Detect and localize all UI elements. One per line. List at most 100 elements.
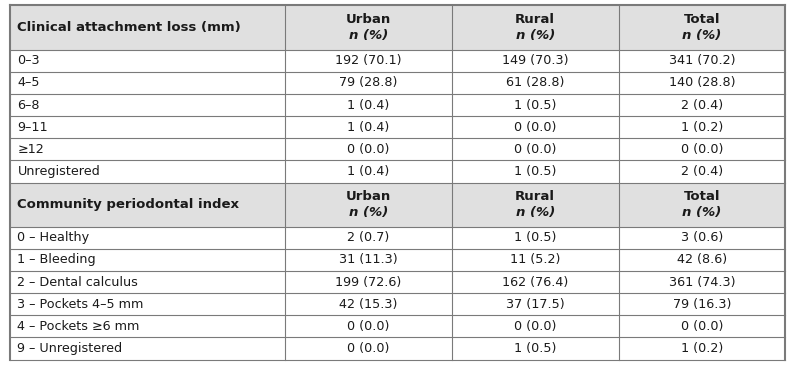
Bar [452, 271, 619, 293]
Bar [619, 337, 785, 360]
Text: 0 (0.0): 0 (0.0) [681, 320, 723, 333]
Bar [452, 337, 619, 360]
Bar [619, 94, 785, 116]
Text: 9 – Unregistered: 9 – Unregistered [17, 342, 122, 355]
Bar [285, 315, 452, 337]
Text: 192 (70.1): 192 (70.1) [335, 54, 401, 67]
Text: 140 (28.8): 140 (28.8) [669, 76, 735, 89]
Text: 0 (0.0): 0 (0.0) [514, 143, 556, 156]
Bar [285, 94, 452, 116]
Bar [452, 249, 619, 271]
Bar [285, 182, 452, 227]
Bar [10, 138, 285, 160]
Bar [285, 293, 452, 315]
Text: Urban: Urban [346, 13, 391, 26]
Text: n (%): n (%) [682, 29, 722, 42]
Text: 0 – Healthy: 0 – Healthy [17, 231, 90, 244]
Bar [10, 160, 285, 182]
Text: 2 – Dental calculus: 2 – Dental calculus [17, 276, 138, 289]
Text: 199 (72.6): 199 (72.6) [335, 276, 401, 289]
Bar [285, 138, 452, 160]
Bar [10, 72, 285, 94]
Bar [452, 94, 619, 116]
Bar [452, 182, 619, 227]
Bar [619, 50, 785, 72]
Bar [619, 271, 785, 293]
Bar [285, 227, 452, 249]
Text: Rural: Rural [515, 13, 555, 26]
Bar [452, 116, 619, 138]
Text: 0–3: 0–3 [17, 54, 40, 67]
Bar [452, 315, 619, 337]
Text: 162 (76.4): 162 (76.4) [502, 276, 568, 289]
Text: Urban: Urban [346, 190, 391, 203]
Bar [10, 50, 285, 72]
Text: 0 (0.0): 0 (0.0) [514, 320, 556, 333]
Bar [619, 138, 785, 160]
Text: 149 (70.3): 149 (70.3) [502, 54, 568, 67]
Text: Total: Total [684, 190, 720, 203]
Text: 3 (0.6): 3 (0.6) [681, 231, 723, 244]
Text: 361 (74.3): 361 (74.3) [669, 276, 735, 289]
Bar [10, 337, 285, 360]
Text: 1 (0.4): 1 (0.4) [347, 121, 390, 134]
Bar [285, 249, 452, 271]
Text: 1 (0.4): 1 (0.4) [347, 99, 390, 112]
Text: Community periodontal index: Community periodontal index [17, 198, 239, 211]
Bar [619, 249, 785, 271]
Text: 79 (28.8): 79 (28.8) [339, 76, 398, 89]
Bar [285, 72, 452, 94]
Text: 2 (0.4): 2 (0.4) [681, 165, 723, 178]
Text: 0 (0.0): 0 (0.0) [347, 342, 390, 355]
Text: 6–8: 6–8 [17, 99, 40, 112]
Text: 42 (15.3): 42 (15.3) [339, 298, 398, 311]
Text: Unregistered: Unregistered [17, 165, 100, 178]
Bar [619, 160, 785, 182]
Bar [619, 293, 785, 315]
Bar [10, 315, 285, 337]
Text: 1 (0.5): 1 (0.5) [514, 165, 556, 178]
Text: 0 (0.0): 0 (0.0) [514, 121, 556, 134]
Bar [10, 249, 285, 271]
Text: 1 (0.5): 1 (0.5) [514, 99, 556, 112]
Bar [619, 315, 785, 337]
Text: 3 – Pockets 4–5 mm: 3 – Pockets 4–5 mm [17, 298, 144, 311]
Bar [619, 227, 785, 249]
Text: ≥12: ≥12 [17, 143, 45, 156]
Text: 1 (0.5): 1 (0.5) [514, 231, 556, 244]
Bar [10, 116, 285, 138]
Text: 341 (70.2): 341 (70.2) [669, 54, 735, 67]
Text: 42 (8.6): 42 (8.6) [677, 253, 727, 266]
Text: Rural: Rural [515, 190, 555, 203]
Bar [619, 116, 785, 138]
Bar [285, 116, 452, 138]
Text: n (%): n (%) [349, 29, 388, 42]
Bar [452, 160, 619, 182]
Bar [452, 72, 619, 94]
Text: Clinical attachment loss (mm): Clinical attachment loss (mm) [17, 21, 241, 34]
Bar [452, 138, 619, 160]
Bar [285, 271, 452, 293]
Bar [452, 5, 619, 50]
Bar [285, 5, 452, 50]
Text: 37 (17.5): 37 (17.5) [506, 298, 564, 311]
Text: 0 (0.0): 0 (0.0) [347, 320, 390, 333]
Text: 0 (0.0): 0 (0.0) [347, 143, 390, 156]
Text: 9–11: 9–11 [17, 121, 48, 134]
Text: 1 (0.2): 1 (0.2) [681, 342, 723, 355]
Bar [10, 182, 285, 227]
Bar [10, 293, 285, 315]
Bar [10, 227, 285, 249]
Text: 31 (11.3): 31 (11.3) [339, 253, 398, 266]
Text: n (%): n (%) [349, 206, 388, 219]
Text: n (%): n (%) [516, 206, 555, 219]
Bar [619, 5, 785, 50]
Text: 11 (5.2): 11 (5.2) [510, 253, 560, 266]
Bar [619, 182, 785, 227]
Bar [285, 50, 452, 72]
Bar [10, 94, 285, 116]
Bar [10, 5, 285, 50]
Bar [452, 293, 619, 315]
Text: Total: Total [684, 13, 720, 26]
Text: 1 (0.2): 1 (0.2) [681, 121, 723, 134]
